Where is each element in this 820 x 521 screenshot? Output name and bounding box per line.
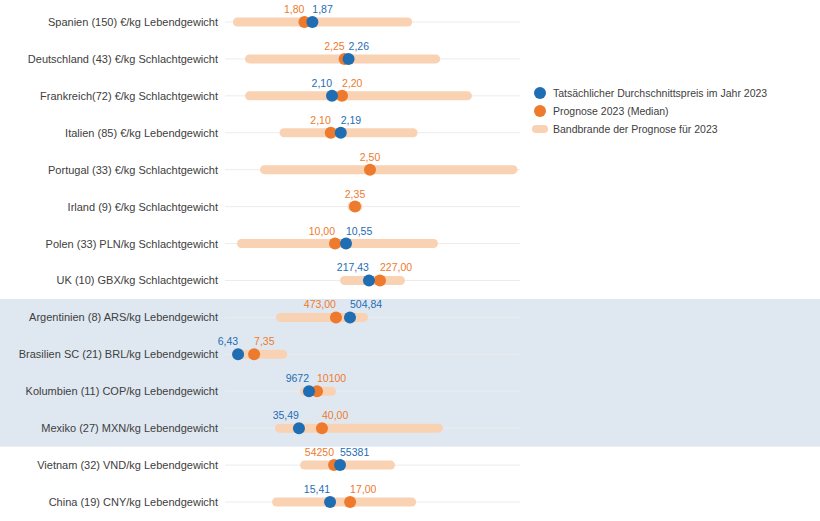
y-tick: Kolumbien (11) COP/kg Lebendgewicht [26,385,218,397]
y-tick-label: Brasilien SC (21) BRL/kg Lebendgewicht [19,348,218,360]
dot [363,274,375,286]
data-label: 7,35 [254,335,275,347]
legend: Tatsächlicher Durchschnittspreis im Jahr… [532,87,767,135]
dot [293,422,305,434]
y-tick-label: Argentinien (8) ARS/kg Lebendgewicht [29,311,218,323]
y-tick: Italien (85) €/kg Lebendgewicht [65,127,218,139]
y-tick-label: UK (10) GBX/kg Schlachtgewicht [57,274,218,286]
data-label: 1,87 [312,3,333,15]
dot [334,459,346,471]
dot [326,90,338,102]
dot [324,496,336,508]
data-labels: 1,80 1,87 2,25 2,26 2,10 2,20 2,10 2,19 2,50 2,35… [218,3,413,495]
data-label: 40,00 [322,409,348,421]
data-label: 473,00 [304,298,336,310]
y-tick-label: Portugal (33) €/kg Schlachtgewicht [48,164,218,176]
data-label: 2,10 [310,114,331,126]
dot [344,311,356,323]
legend-label: Prognose 2023 (Median) [553,105,669,117]
row-axis-line [225,206,520,207]
y-tick-label: Spanien (150) €/kg Lebendgewicht [48,16,218,28]
dot [349,201,361,213]
y-tick: China (19) CNY/kg Lebendgewicht [49,496,218,508]
chart-svg: Spanien (150) €/kg Lebendgewicht Deutschl… [0,0,820,521]
y-axis: Spanien (150) €/kg Lebendgewicht Deutschl… [19,16,218,508]
y-tick: Polen (33) PLN/kg Schlachtgewicht [46,238,218,250]
dot [340,238,352,250]
y-tick: Brasilien SC (21) BRL/kg Lebendgewicht [19,348,218,360]
y-tick: Irland (9) €/kg Schlachtgewicht [68,201,218,213]
y-tick-label: Italien (85) €/kg Lebendgewicht [65,127,218,139]
y-tick: Vietnam (32) VND/kg Lebendgewicht [37,459,218,471]
legend-swatch [534,105,546,117]
chart-container: Spanien (150) €/kg Lebendgewicht Deutschl… [0,0,820,521]
y-tick: Portugal (33) €/kg Schlachtgewicht [48,164,218,176]
forecast-band [260,165,518,174]
data-label: 10,00 [309,225,335,237]
data-label: 2,50 [360,151,381,163]
dot [303,385,315,397]
data-label: 15,41 [304,483,330,495]
y-tick: Mexiko (27) MXN/kg Lebendgewicht [41,422,218,434]
y-tick: UK (10) GBX/kg Schlachtgewicht [57,274,218,286]
y-tick: Frankreich(72) €/kg Schlachtgewicht [40,90,218,102]
y-tick-label: Deutschland (43) €/kg Schlachtgewicht [28,53,218,65]
dot [232,348,244,360]
data-label: 10100 [317,372,346,384]
dot [343,53,355,65]
y-tick-label: China (19) CNY/kg Lebendgewicht [49,496,218,508]
data-label: 504,84 [350,298,382,310]
data-label: 2,10 [312,77,333,89]
forecast-band [300,461,395,470]
dot [248,348,260,360]
y-tick: Deutschland (43) €/kg Schlachtgewicht [28,53,218,65]
data-label: 54250 [305,446,334,458]
data-label: 2,20 [342,77,363,89]
data-label: 35,49 [273,409,299,421]
dot [329,238,341,250]
data-label: 55381 [340,446,369,458]
legend-label: Tatsächlicher Durchschnittspreis im Jahr… [553,87,767,99]
data-label: 217,43 [337,261,369,273]
row-axis-line [225,317,520,318]
y-tick-label: Mexiko (27) MXN/kg Lebendgewicht [41,422,218,434]
forecast-band [245,91,472,100]
dot [316,422,328,434]
row-axis-line [225,391,520,392]
forecast-band [233,18,412,27]
y-tick: Spanien (150) €/kg Lebendgewicht [48,16,218,28]
data-label: 2,35 [345,188,366,200]
data-label: 227,00 [380,261,412,273]
y-tick-label: Kolumbien (11) COP/kg Lebendgewicht [26,385,218,397]
dot [335,127,347,139]
forecast-band [280,128,418,137]
dot [306,16,318,28]
y-tick: Argentinien (8) ARS/kg Lebendgewicht [29,311,218,323]
dot [344,496,356,508]
y-tick-label: Polen (33) PLN/kg Schlachtgewicht [46,238,218,250]
data-label: 2,26 [349,40,370,52]
dot [330,311,342,323]
row-axes [225,22,520,502]
dot [374,274,386,286]
legend-label: Bandbrande der Prognose für 2023 [553,123,718,135]
data-label: 1,80 [284,3,305,15]
legend-swatch [532,125,548,133]
legend-swatch [534,87,546,99]
y-tick-label: Irland (9) €/kg Schlachtgewicht [68,201,218,213]
plot-area [232,16,518,508]
data-label: 6,43 [218,335,239,347]
data-label: 2,25 [324,40,345,52]
y-tick-label: Vietnam (32) VND/kg Lebendgewicht [37,459,218,471]
region-shade [0,299,820,447]
data-label: 17,00 [350,483,376,495]
data-label: 9672 [286,372,310,384]
y-tick-label: Frankreich(72) €/kg Schlachtgewicht [40,90,218,102]
dot [364,164,376,176]
data-label: 2,19 [341,114,362,126]
data-label: 10,55 [346,225,372,237]
